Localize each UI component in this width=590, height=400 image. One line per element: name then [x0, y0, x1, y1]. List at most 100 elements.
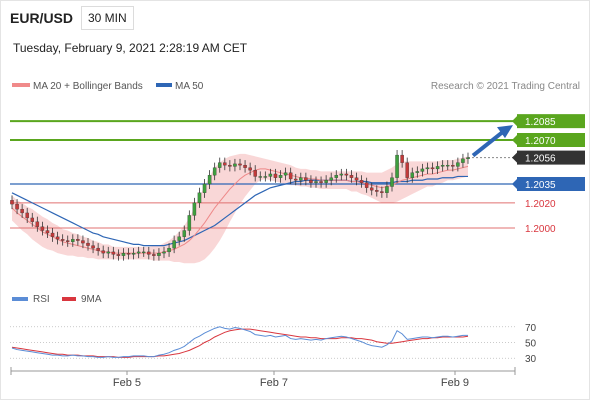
candle-body — [177, 236, 181, 241]
candle-body — [375, 190, 379, 192]
price-levels — [10, 120, 515, 229]
level-label-3: 1.2035 — [525, 180, 556, 191]
candle-body — [299, 177, 303, 181]
rsi-tick-label-2: 30 — [525, 354, 537, 365]
candle-body — [76, 239, 80, 241]
candle-body — [106, 251, 111, 254]
candle-body — [212, 167, 217, 176]
candle-body — [116, 254, 121, 256]
candle-body — [126, 252, 131, 255]
candle-body — [339, 173, 344, 176]
candle-body — [217, 162, 222, 168]
rsi-tick-label-1: 50 — [525, 339, 537, 350]
candle-body — [152, 254, 156, 256]
candle-body — [228, 164, 232, 167]
candle-body — [293, 178, 298, 181]
datetime-label: Tuesday, February 9, 2021 2:28:19 AM CET — [13, 41, 248, 55]
candle-body — [172, 240, 176, 249]
candle-body — [187, 215, 192, 231]
rsi-panel: 70 50 30 — [10, 323, 537, 365]
ma20-legend-label: MA 20 + Bollinger Bands — [33, 81, 143, 92]
candle-body — [364, 182, 369, 188]
rsi-ma-legend-swatch — [62, 297, 76, 301]
level-box-2 — [517, 150, 585, 165]
timeframe-badge[interactable]: 30 MIN — [81, 6, 134, 30]
candle-body — [288, 172, 293, 180]
candle-body — [334, 175, 339, 178]
projection-head — [497, 125, 513, 139]
x-axis: Feb 5 Feb 7 Feb 9 — [10, 367, 516, 389]
candle-body — [253, 170, 257, 177]
rsi-legend-swatch — [12, 297, 28, 301]
candle-body — [309, 180, 313, 183]
candle-body — [359, 180, 364, 183]
pair-title: EUR/USD — [10, 10, 74, 26]
candle-body — [233, 163, 237, 167]
level-label-1: 1.2070 — [525, 136, 556, 147]
candle-body — [71, 239, 75, 242]
candle-body — [395, 154, 399, 178]
projection-arrow — [471, 125, 513, 158]
level-pointer-3 — [512, 179, 517, 189]
rsi-tick-label-0: 70 — [525, 323, 537, 334]
candle-body — [91, 245, 95, 249]
level-label-2: 1.2056 — [525, 154, 556, 165]
level-pointer-0 — [512, 116, 517, 127]
candle-body — [440, 164, 445, 167]
credit-label: Research © 2021 Trading Central — [431, 81, 580, 92]
candle-body — [81, 240, 85, 244]
candle-body — [263, 176, 268, 178]
level-box-1 — [517, 133, 585, 147]
candle-body — [461, 158, 465, 163]
candle-body — [182, 230, 187, 237]
candle-body — [25, 212, 29, 219]
candle-body — [415, 171, 420, 173]
candles — [10, 150, 470, 261]
level-pointer-1 — [512, 135, 517, 145]
candle-body — [65, 240, 70, 242]
ma50-legend-swatch — [156, 83, 172, 87]
candle-body — [273, 173, 278, 178]
candle-body — [96, 247, 100, 251]
ma50-legend-label: MA 50 — [175, 81, 204, 92]
projection-shaft — [471, 128, 507, 158]
candle-body — [202, 183, 207, 193]
rsi-legend-label: RSI — [33, 294, 50, 305]
candle-body — [207, 175, 212, 185]
level-labels: 1.2085 1.2070 1.2056 1.2035 1.2020 1.2000 — [512, 114, 585, 235]
candle-body — [258, 176, 263, 178]
level-label-5: 1.2000 — [525, 224, 556, 235]
candle-body — [197, 192, 202, 204]
candle-body — [420, 168, 425, 172]
candle-body — [278, 175, 283, 178]
candle-body — [131, 252, 136, 255]
candle-body — [101, 250, 105, 254]
candle-body — [35, 221, 40, 227]
level-box-0 — [517, 114, 585, 129]
level-box-3 — [517, 177, 585, 191]
candle-body — [354, 177, 359, 181]
x-tick-label-2: Feb 9 — [441, 377, 469, 389]
candle-body — [30, 217, 35, 222]
candle-body — [268, 173, 273, 177]
candle-body — [369, 187, 374, 191]
candle-body — [147, 251, 151, 255]
candle-body — [223, 162, 227, 166]
candle-body — [385, 186, 389, 193]
candle-body — [238, 163, 242, 166]
candle-body — [405, 162, 409, 178]
candle-body — [60, 239, 65, 241]
candle-body — [435, 166, 440, 170]
candle-body — [349, 175, 354, 178]
candle-body — [456, 162, 460, 167]
candle-body — [50, 232, 55, 237]
candle-body — [20, 208, 24, 214]
candle-body — [324, 180, 328, 183]
x-tick-label-1: Feb 7 — [260, 377, 288, 389]
bollinger-band-area — [12, 153, 468, 264]
candle-body — [314, 181, 318, 183]
candle-body — [445, 164, 450, 167]
candle-body — [344, 173, 349, 176]
ma20-legend-swatch — [12, 83, 30, 87]
